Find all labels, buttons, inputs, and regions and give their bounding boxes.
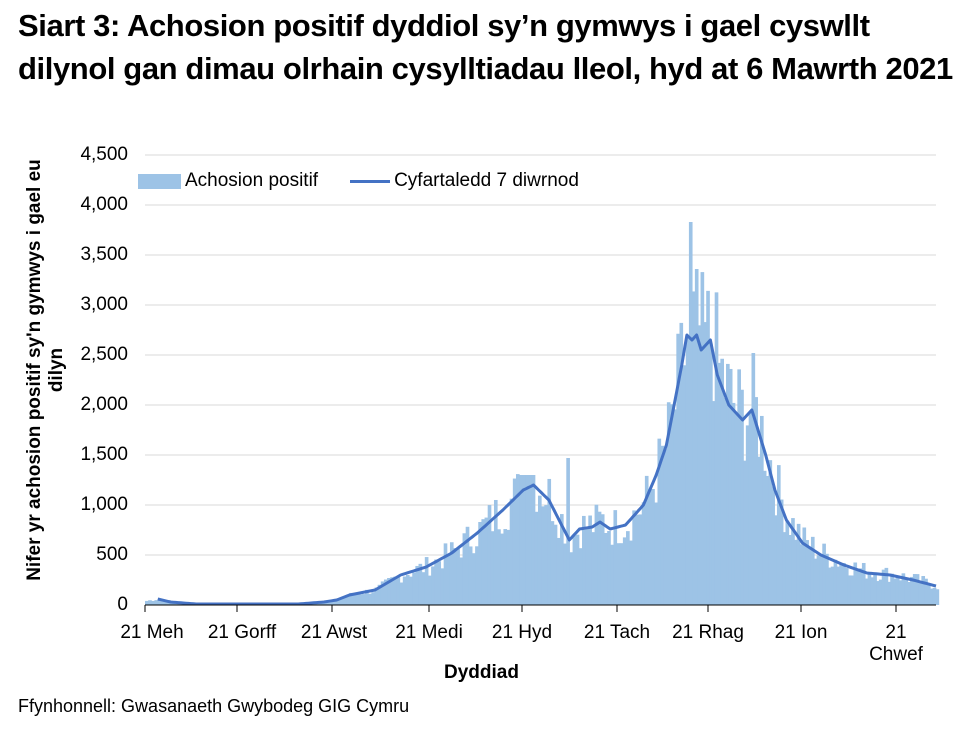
legend-line-label: Cyfartaledd 7 diwrnod <box>394 170 579 191</box>
y-tick: 2,000 <box>80 394 128 415</box>
x-axis-label: Dyddiad <box>444 662 519 683</box>
y-tick: 1,500 <box>80 444 128 465</box>
legend-bars-label: Achosion positif <box>185 170 319 191</box>
x-axis <box>144 604 936 612</box>
y-tick: 3,000 <box>80 294 128 315</box>
y-tick: 500 <box>96 544 128 565</box>
x-tick: 21 Rhag <box>672 622 744 643</box>
x-tick: 21 Medi <box>395 622 463 643</box>
gridlines <box>145 154 936 556</box>
chart-title: Siart 3: Achosion positif dyddiol sy’n g… <box>18 8 953 86</box>
x-tick: 21 Tach <box>583 622 651 643</box>
y-tick: 4,000 <box>80 194 128 215</box>
y-tick: 0 <box>117 594 128 615</box>
bar-series-achosion-positif <box>145 222 940 605</box>
legend-line-swatch-icon <box>350 179 391 183</box>
x-tick: 21 Meh <box>120 622 184 643</box>
x-tick: 21 Gorff <box>207 622 277 643</box>
source-note: Ffynhonnell: Gwasanaeth Gwybodeg GIG Cym… <box>18 696 410 716</box>
x-tick: 21 Ion <box>774 622 828 643</box>
y-tick: 2,500 <box>80 344 128 365</box>
y-tick: 1,000 <box>80 494 128 515</box>
x-tick: 21 Hyd <box>491 622 553 643</box>
x-tick: 21 Chwef <box>869 622 923 665</box>
legend: Achosion positif Cyfartaledd 7 diwrnod <box>138 170 579 192</box>
line-series-7-day-average <box>157 333 937 606</box>
y-tick: 4,500 <box>80 144 128 165</box>
legend-bar-swatch-icon <box>138 173 181 189</box>
y-tick: 3,500 <box>80 244 128 265</box>
x-tick: 21 Awst <box>300 622 368 643</box>
